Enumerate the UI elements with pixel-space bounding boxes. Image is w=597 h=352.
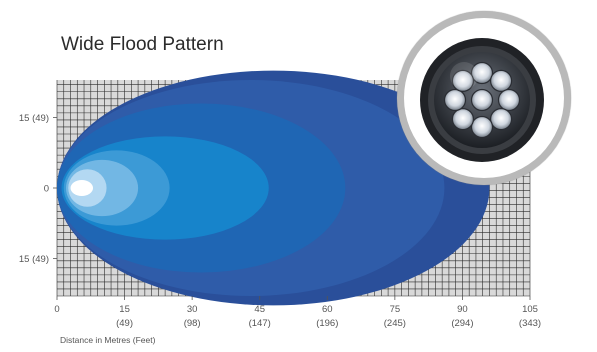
led-array [443,61,521,139]
x-axis-label: Distance in Metres (Feet) [60,335,156,345]
beam-contour-8 [70,180,94,196]
x-tick-label: 60 [322,304,333,315]
x-tick-label: 75 [390,304,401,315]
x-tick-sublabel: (245) [384,318,406,329]
x-tick-label: 30 [187,304,198,315]
x-tick-label: 105 [522,304,538,315]
led-lens [451,69,475,93]
led-lens [489,107,513,131]
y-tick-label: 15 (49) [19,113,49,124]
x-tick-label: 0 [54,304,59,315]
x-tick-sublabel: (147) [249,318,271,329]
x-axis: 0 15 (49) 30 (98) 45 (147) 60 (196) 75 (245) 90 (294… [54,296,541,329]
x-tick-sublabel: (98) [184,318,201,329]
lamp-highlight [450,62,478,90]
y-tick-label: 0 [44,184,49,195]
led-lens [470,88,494,112]
lamp-image-area [404,18,564,178]
led-lens [451,107,475,131]
x-tick-label: 45 [254,304,265,315]
beam-contours [57,70,490,306]
x-tick-label: 90 [457,304,468,315]
led-lens [443,88,467,112]
led-lens [497,88,521,112]
x-tick-sublabel: (343) [519,318,541,329]
y-tick-label: 15 (49) [19,254,49,265]
lamp-icon [420,38,544,162]
x-tick-sublabel: (196) [316,318,338,329]
y-axis: 15 (49) 0 15 (49) [19,113,57,265]
led-work-light-photo [397,11,571,185]
x-tick-label: 15 [119,304,130,315]
led-lens [489,69,513,93]
led-lens [470,61,494,85]
chart-title: Wide Flood Pattern [61,34,224,55]
led-lens [470,115,494,139]
x-tick-sublabel: (294) [451,318,473,329]
x-tick-sublabel: (49) [116,318,133,329]
